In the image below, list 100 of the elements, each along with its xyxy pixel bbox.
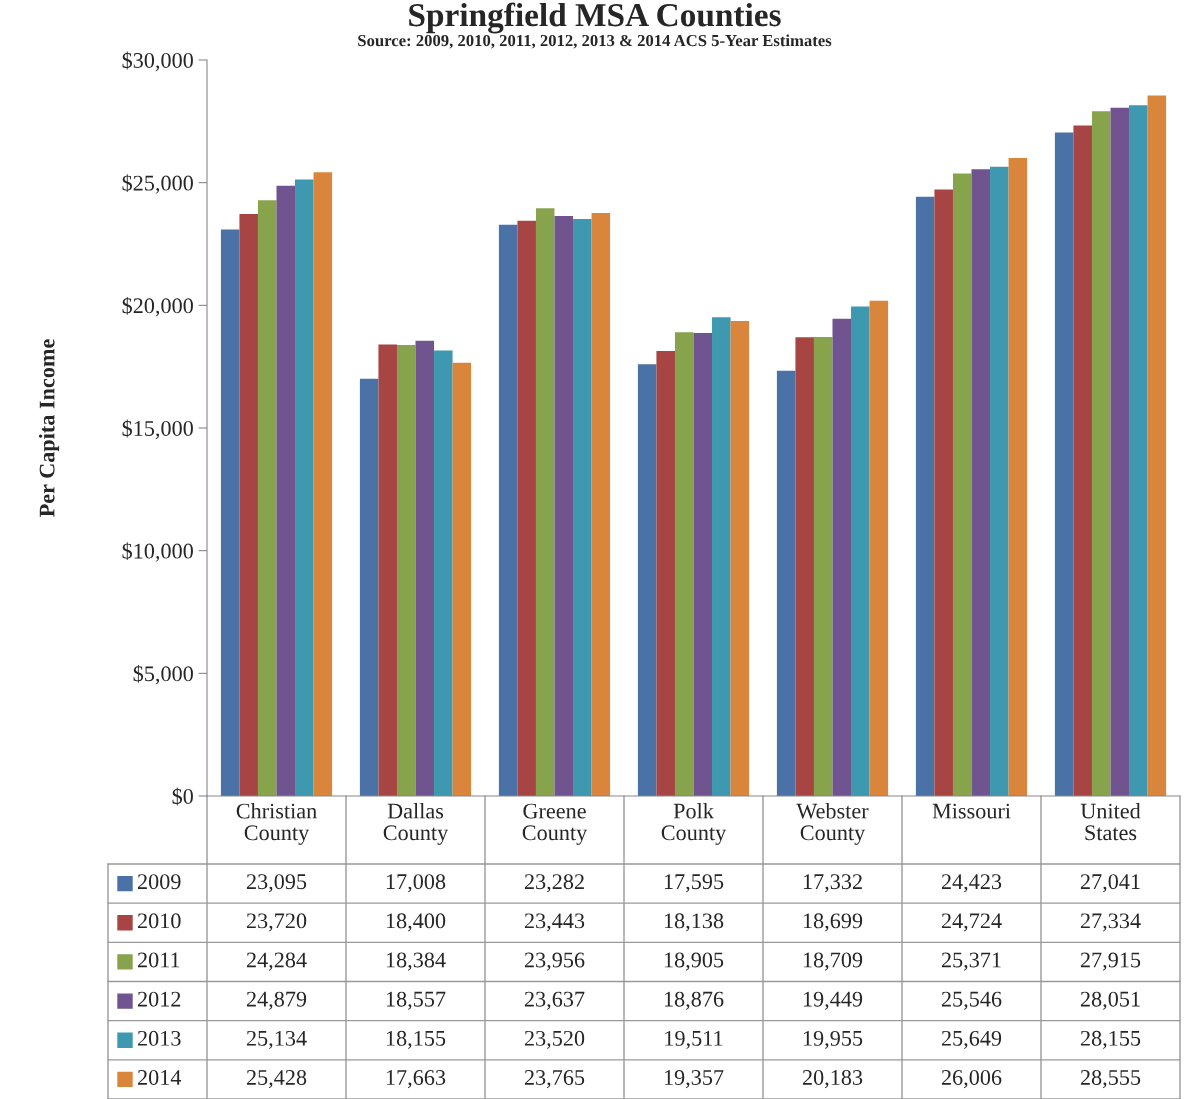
bar <box>257 200 277 796</box>
data-label: 17,595 <box>664 874 724 893</box>
x-tick-label: Dallas County <box>383 802 449 845</box>
data-label: 18,138 <box>664 913 724 932</box>
bar <box>554 216 574 796</box>
bar <box>220 229 240 796</box>
data-label: 20,183 <box>802 1069 863 1089</box>
data-label: 17,008 <box>386 874 446 893</box>
data-label: 19,449 <box>803 991 863 1010</box>
data-label: 28,051 <box>1080 991 1140 1010</box>
y-tick-label: $25,000 <box>122 174 193 194</box>
data-label: 23,720 <box>246 913 307 932</box>
data-label: 26,006 <box>941 1069 1002 1089</box>
data-label: 25,134 <box>246 1030 307 1050</box>
data-label: 19,955 <box>803 1030 863 1050</box>
y-tick-label: $30,000 <box>122 51 193 72</box>
data-label: 24,724 <box>941 913 1002 932</box>
data-label: 17,663 <box>386 1070 446 1089</box>
chart-title: Springfield MSA Counties <box>409 2 781 34</box>
x-tick-label: Christian County <box>236 802 317 845</box>
data-label: 27,915 <box>1080 952 1141 971</box>
data-label: 28,555 <box>1080 1069 1141 1089</box>
bar <box>934 189 953 796</box>
data-label: 25,371 <box>941 952 1001 971</box>
bar <box>396 344 416 796</box>
bar <box>415 340 435 796</box>
data-label: 19,511 <box>665 1030 723 1050</box>
legend-label: 2013 <box>137 1030 181 1046</box>
legend-label: 2012 <box>137 991 181 1007</box>
bar <box>674 332 694 796</box>
bar <box>693 332 713 796</box>
legend-label: 2009 <box>137 874 181 890</box>
bar <box>712 317 731 796</box>
bar <box>295 179 314 796</box>
data-label: 23,095 <box>246 874 307 893</box>
bar <box>656 351 675 796</box>
data-label: 27,041 <box>1080 874 1140 893</box>
y-tick-label: $10,000 <box>122 542 193 562</box>
y-tick-label: $20,000 <box>122 296 193 317</box>
data-label: 18,709 <box>803 952 863 971</box>
data-label: 24,879 <box>246 991 307 1010</box>
bar <box>498 224 518 796</box>
y-tick-label: $5,000 <box>133 664 193 685</box>
legend-label: 2014 <box>137 1069 182 1085</box>
data-label: 28,155 <box>1080 1030 1141 1050</box>
bar <box>869 300 889 796</box>
bar <box>915 196 935 796</box>
bar <box>1129 105 1148 796</box>
x-tick-label: Polk County <box>661 802 727 845</box>
bar <box>1110 107 1130 796</box>
data-label: 23,520 <box>524 1030 585 1050</box>
bar <box>851 306 870 796</box>
bar <box>573 218 592 796</box>
data-label: 23,765 <box>524 1070 585 1089</box>
bar <box>276 185 296 796</box>
data-label: 23,637 <box>524 991 585 1010</box>
data-label: 18,699 <box>803 913 863 932</box>
bar <box>1054 132 1074 796</box>
data-label: 24,423 <box>941 874 1002 893</box>
x-tick-label: Webster County <box>796 802 869 845</box>
bar <box>378 344 397 796</box>
x-tick-label: United States <box>1080 802 1141 841</box>
bar <box>952 173 972 796</box>
bar <box>1073 125 1092 796</box>
data-label: 27,334 <box>1080 913 1141 932</box>
bar <box>813 337 833 796</box>
data-label: 18,557 <box>386 991 446 1010</box>
data-label: 25,546 <box>941 991 1002 1010</box>
data-label: 23,443 <box>524 913 585 932</box>
data-label: 25,649 <box>941 1030 1002 1050</box>
data-label: 18,905 <box>664 952 724 971</box>
bar <box>1147 95 1167 796</box>
chart-subtitle: Source: 2009, 2010, 2011, 2012, 2013 & 2014 ACS 5-Year Estimates <box>358 34 832 49</box>
bar <box>637 364 657 796</box>
y-tick-label: $0 <box>172 787 193 806</box>
bar <box>517 220 536 796</box>
data-label: 17,332 <box>803 874 862 893</box>
bar <box>795 337 814 796</box>
x-tick-label: Missouri <box>932 803 1011 819</box>
bar <box>535 208 555 796</box>
bar <box>239 214 258 796</box>
bar <box>1091 111 1111 796</box>
bar <box>730 321 750 796</box>
x-tick-label: Greene County <box>522 803 588 845</box>
bar <box>1008 157 1028 796</box>
bar <box>434 350 453 796</box>
bar <box>313 172 333 796</box>
data-label: 18,876 <box>664 991 724 1010</box>
bar <box>832 318 852 796</box>
y-tick-label: $15,000 <box>122 419 193 440</box>
data-label: 24,284 <box>246 952 307 971</box>
data-label: 18,155 <box>386 1030 446 1050</box>
legend-label: 2010 <box>137 913 181 929</box>
bar <box>359 378 379 796</box>
data-label: 18,384 <box>386 952 446 971</box>
bar <box>591 212 611 796</box>
legend-label: 2011 <box>137 952 180 968</box>
y-axis-title: Per Capita Income <box>38 339 60 517</box>
bar <box>452 362 472 796</box>
data-label: 23,282 <box>524 874 584 893</box>
